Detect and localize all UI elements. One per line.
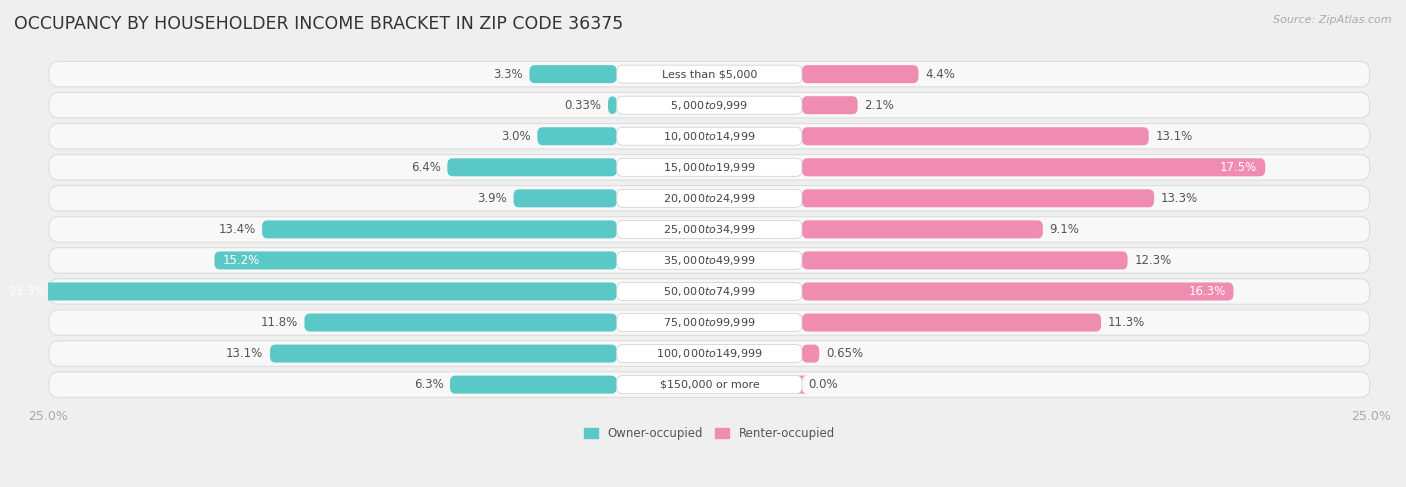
FancyBboxPatch shape [801,158,1265,176]
FancyBboxPatch shape [537,127,617,145]
FancyBboxPatch shape [617,251,801,269]
FancyBboxPatch shape [801,127,1149,145]
FancyBboxPatch shape [801,96,858,114]
Text: 4.4%: 4.4% [925,68,955,81]
FancyBboxPatch shape [305,314,617,332]
FancyBboxPatch shape [801,282,1233,300]
FancyBboxPatch shape [49,154,1369,180]
FancyBboxPatch shape [530,65,617,83]
Text: $50,000 to $74,999: $50,000 to $74,999 [664,285,755,298]
Text: 13.1%: 13.1% [226,347,263,360]
Text: 6.4%: 6.4% [411,161,440,174]
FancyBboxPatch shape [617,96,801,114]
FancyBboxPatch shape [262,221,617,238]
FancyBboxPatch shape [49,248,1369,273]
FancyBboxPatch shape [617,158,801,176]
Text: $25,000 to $34,999: $25,000 to $34,999 [664,223,755,236]
FancyBboxPatch shape [49,310,1369,335]
Text: 12.3%: 12.3% [1135,254,1171,267]
Legend: Owner-occupied, Renter-occupied: Owner-occupied, Renter-occupied [579,422,839,445]
FancyBboxPatch shape [801,221,1043,238]
Text: Source: ZipAtlas.com: Source: ZipAtlas.com [1274,15,1392,25]
FancyBboxPatch shape [617,375,801,393]
Text: 3.9%: 3.9% [477,192,508,205]
FancyBboxPatch shape [617,127,801,145]
FancyBboxPatch shape [801,189,1154,207]
FancyBboxPatch shape [801,251,1128,269]
Text: Less than $5,000: Less than $5,000 [662,69,756,79]
Text: 9.1%: 9.1% [1049,223,1080,236]
FancyBboxPatch shape [617,314,801,332]
Text: 13.4%: 13.4% [218,223,256,236]
FancyBboxPatch shape [450,375,617,393]
Text: 0.65%: 0.65% [825,347,863,360]
FancyBboxPatch shape [617,221,801,238]
Text: $75,000 to $99,999: $75,000 to $99,999 [664,316,755,329]
Text: 0.33%: 0.33% [564,99,602,112]
FancyBboxPatch shape [0,282,617,300]
FancyBboxPatch shape [49,341,1369,366]
Text: 3.0%: 3.0% [501,130,530,143]
Text: 11.3%: 11.3% [1108,316,1144,329]
FancyBboxPatch shape [49,61,1369,87]
Text: 15.2%: 15.2% [222,254,260,267]
Text: $10,000 to $14,999: $10,000 to $14,999 [664,130,755,143]
FancyBboxPatch shape [617,65,801,83]
FancyBboxPatch shape [801,345,820,363]
FancyBboxPatch shape [617,189,801,207]
Text: $150,000 or more: $150,000 or more [659,380,759,390]
FancyBboxPatch shape [607,96,617,114]
FancyBboxPatch shape [513,189,617,207]
FancyBboxPatch shape [447,158,617,176]
Text: $20,000 to $24,999: $20,000 to $24,999 [664,192,755,205]
FancyBboxPatch shape [270,345,617,363]
Text: $5,000 to $9,999: $5,000 to $9,999 [671,99,748,112]
Text: 23.3%: 23.3% [8,285,45,298]
FancyBboxPatch shape [617,345,801,363]
FancyBboxPatch shape [49,279,1369,304]
Text: 2.1%: 2.1% [865,99,894,112]
Text: 11.8%: 11.8% [260,316,298,329]
Text: $35,000 to $49,999: $35,000 to $49,999 [664,254,755,267]
Text: OCCUPANCY BY HOUSEHOLDER INCOME BRACKET IN ZIP CODE 36375: OCCUPANCY BY HOUSEHOLDER INCOME BRACKET … [14,15,623,33]
FancyBboxPatch shape [797,375,807,393]
Text: 16.3%: 16.3% [1188,285,1226,298]
FancyBboxPatch shape [49,217,1369,242]
Text: 13.1%: 13.1% [1156,130,1192,143]
Text: $15,000 to $19,999: $15,000 to $19,999 [664,161,755,174]
FancyBboxPatch shape [801,65,918,83]
FancyBboxPatch shape [617,282,801,300]
Text: 17.5%: 17.5% [1220,161,1257,174]
Text: 3.3%: 3.3% [494,68,523,81]
Text: 6.3%: 6.3% [413,378,443,391]
FancyBboxPatch shape [49,372,1369,397]
FancyBboxPatch shape [49,124,1369,149]
FancyBboxPatch shape [801,314,1101,332]
Text: $100,000 to $149,999: $100,000 to $149,999 [657,347,762,360]
Text: 13.3%: 13.3% [1160,192,1198,205]
FancyBboxPatch shape [215,251,617,269]
FancyBboxPatch shape [49,93,1369,118]
FancyBboxPatch shape [49,186,1369,211]
Text: 0.0%: 0.0% [808,378,838,391]
